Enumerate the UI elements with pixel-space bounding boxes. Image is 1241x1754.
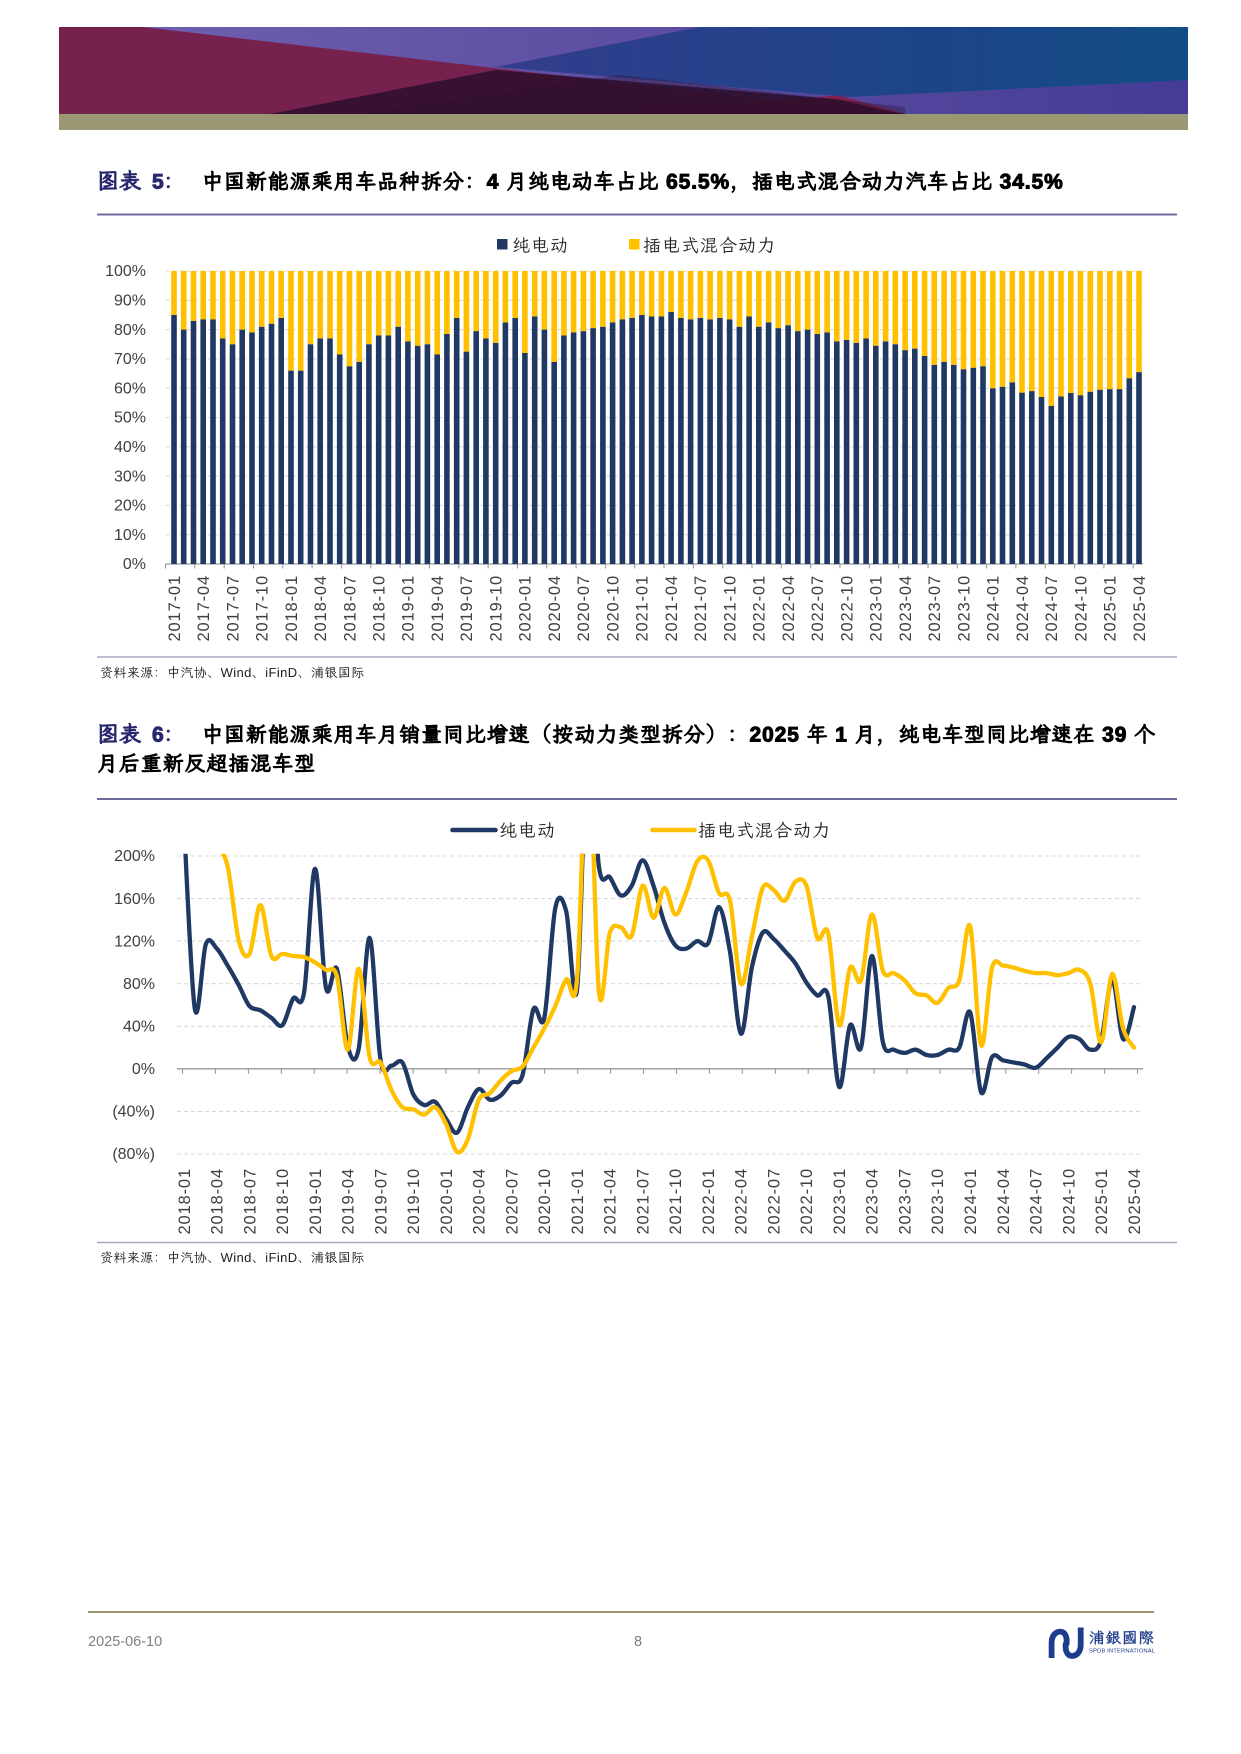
svg-text:2017-07: 2017-07 [224,575,242,642]
svg-text:2022-07: 2022-07 [809,575,827,642]
svg-text:2018-07: 2018-07 [341,575,359,642]
svg-text:2025-01: 2025-01 [1102,575,1120,642]
svg-text:2025-04: 2025-04 [1126,1168,1144,1235]
svg-text:2023-07: 2023-07 [926,575,944,642]
svg-text:2018-04: 2018-04 [312,575,330,642]
svg-text:2018-10: 2018-10 [274,1168,292,1235]
svg-text:2019-10: 2019-10 [405,1168,423,1235]
svg-text:2023-04: 2023-04 [864,1168,882,1235]
svg-text:2023-07: 2023-07 [897,1168,915,1235]
svg-text:40%: 40% [123,1019,155,1036]
svg-text:2021-01: 2021-01 [569,1168,587,1235]
svg-text:2020-10: 2020-10 [604,575,622,642]
svg-text:2020-01: 2020-01 [517,575,535,642]
svg-text:2018-01: 2018-01 [283,575,301,642]
svg-text:2018-10: 2018-10 [371,575,389,642]
svg-text:(40%): (40%) [112,1104,155,1121]
svg-text:90%: 90% [114,293,146,310]
svg-text:2025-06-10: 2025-06-10 [88,1634,162,1650]
svg-text:2024-04: 2024-04 [1014,575,1032,642]
svg-text:2023-04: 2023-04 [897,575,915,642]
svg-text:120%: 120% [114,933,155,950]
svg-text:2022-07: 2022-07 [766,1168,784,1235]
svg-text:2022-01: 2022-01 [700,1168,718,1235]
svg-text:2018-01: 2018-01 [176,1168,194,1235]
svg-text:2024-04: 2024-04 [995,1168,1013,1235]
svg-text:2023-10: 2023-10 [955,575,973,642]
svg-text:2024-07: 2024-07 [1043,575,1061,642]
svg-text:2017-04: 2017-04 [195,575,213,642]
svg-text:2019-04: 2019-04 [429,575,447,642]
svg-text:2024-10: 2024-10 [1072,575,1090,642]
svg-text:8: 8 [634,1634,642,1650]
svg-text:2024-01: 2024-01 [962,1168,980,1235]
svg-text:20%: 20% [114,498,146,515]
svg-text:0%: 0% [132,1061,155,1078]
svg-text:2019-07: 2019-07 [458,575,476,642]
svg-text:2021-07: 2021-07 [634,1168,652,1235]
svg-text:0%: 0% [123,556,146,573]
svg-text:2019-01: 2019-01 [307,1168,325,1235]
svg-text:2022-10: 2022-10 [798,1168,816,1235]
svg-text:80%: 80% [123,976,155,993]
svg-text:2019-10: 2019-10 [488,575,506,642]
svg-text:2018-07: 2018-07 [241,1168,259,1235]
svg-text:160%: 160% [114,891,155,908]
svg-text:2021-01: 2021-01 [634,575,652,642]
svg-text:10%: 10% [114,527,146,544]
svg-text:2019-07: 2019-07 [372,1168,390,1235]
svg-text:2021-10: 2021-10 [667,1168,685,1235]
svg-text:2020-10: 2020-10 [536,1168,554,1235]
svg-text:2024-10: 2024-10 [1060,1168,1078,1235]
svg-text:2022-04: 2022-04 [733,1168,751,1235]
svg-text:2024-07: 2024-07 [1028,1168,1046,1235]
svg-text:50%: 50% [114,410,146,427]
svg-text:2021-04: 2021-04 [602,1168,620,1235]
svg-text:2021-04: 2021-04 [663,575,681,642]
svg-text:2022-04: 2022-04 [780,575,798,642]
svg-text:2025-04: 2025-04 [1131,575,1149,642]
svg-text:2019-04: 2019-04 [340,1168,358,1235]
svg-text:2020-07: 2020-07 [503,1168,521,1235]
svg-text:SPDB INTERNATIONAL: SPDB INTERNATIONAL [1089,1649,1156,1655]
svg-text:200%: 200% [114,848,155,865]
svg-text:2023-01: 2023-01 [831,1168,849,1235]
svg-text:70%: 70% [114,351,146,368]
svg-text:60%: 60% [114,380,146,397]
svg-text:2020-04: 2020-04 [471,1168,489,1235]
svg-text:30%: 30% [114,468,146,485]
svg-text:2020-04: 2020-04 [546,575,564,642]
svg-text:2017-01: 2017-01 [166,575,184,642]
svg-text:2020-07: 2020-07 [575,575,593,642]
svg-text:2022-10: 2022-10 [838,575,856,642]
svg-text:2024-01: 2024-01 [985,575,1003,642]
svg-text:2019-01: 2019-01 [400,575,418,642]
svg-text:2022-01: 2022-01 [751,575,769,642]
svg-text:2021-10: 2021-10 [721,575,739,642]
svg-text:(80%): (80%) [112,1146,155,1163]
svg-text:2023-01: 2023-01 [868,575,886,642]
svg-text:100%: 100% [105,263,146,280]
svg-text:2017-10: 2017-10 [254,575,272,642]
svg-text:2020-01: 2020-01 [438,1168,456,1235]
svg-text:2023-10: 2023-10 [929,1168,947,1235]
svg-text:40%: 40% [114,439,146,456]
svg-text:2018-04: 2018-04 [209,1168,227,1235]
svg-text:2021-07: 2021-07 [692,575,710,642]
svg-text:2025-01: 2025-01 [1093,1168,1111,1235]
svg-text:80%: 80% [114,322,146,339]
